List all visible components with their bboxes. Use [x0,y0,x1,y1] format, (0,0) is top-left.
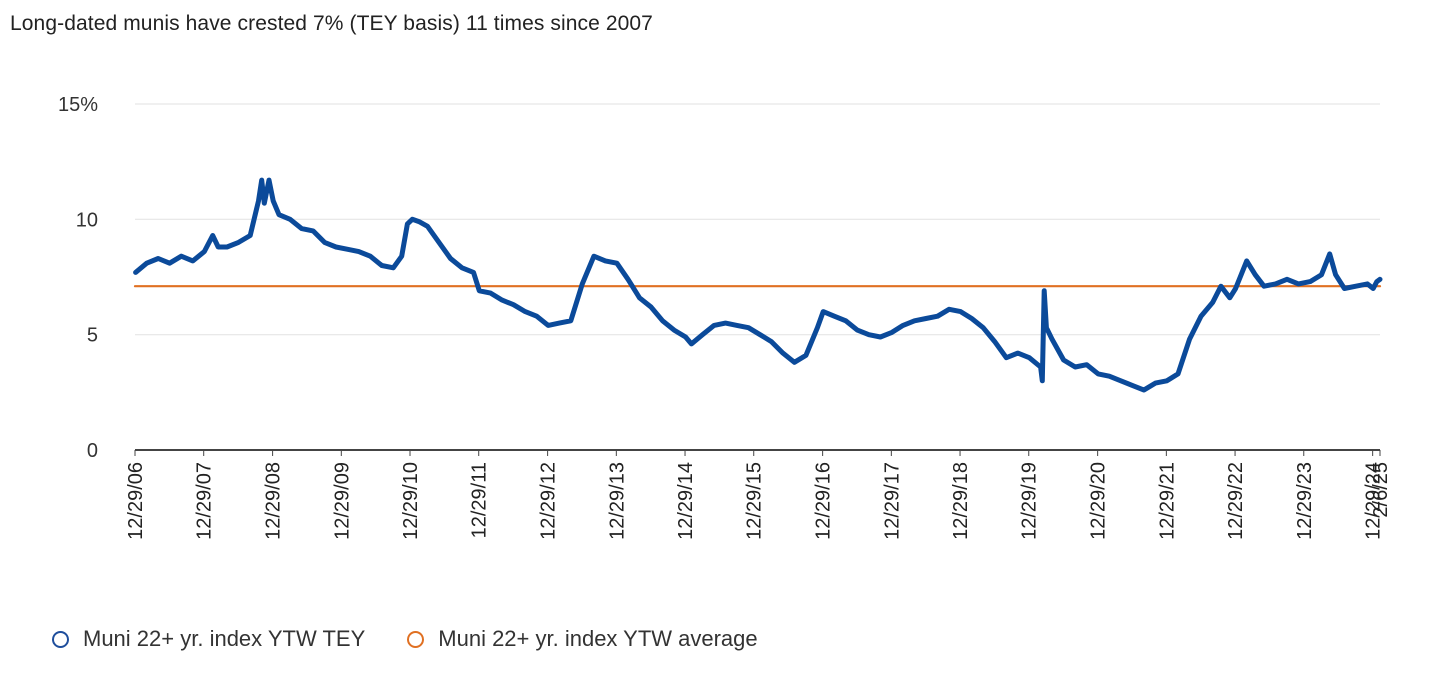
y-tick-label: 15% [58,94,98,116]
x-tick-label: 12/29/24 [1363,462,1385,540]
y-tick-label: 5 [87,325,98,347]
x-tick-label: 12/29/13 [606,462,628,540]
x-tick-label: 12/29/19 [1019,462,1041,540]
x-tick-label: 12/29/16 [813,462,835,540]
x-axis-ticks: 12/29/06 12/29/07 12/29/08 12/29/09 12/29/10… [125,450,1392,540]
x-tick-label: 12/29/15 [744,462,766,540]
x-tick-label: 12/29/17 [881,462,903,540]
chart-title: Long-dated munis have crested 7% (TEY ba… [10,12,653,35]
x-tick-label: 12/29/14 [675,462,697,540]
y-tick-label: 10 [76,209,98,231]
x-tick-label: 12/29/12 [538,462,560,540]
x-tick-label: 2/6/25 [1370,462,1392,518]
x-tick-label: 12/29/06 [125,462,147,540]
x-tick-label: 12/29/11 [469,462,491,538]
y-axis-ticks: 15% 10 5 0 [58,94,98,462]
legend-item-tey: Muni 22+ yr. index YTW TEY [52,626,365,652]
x-tick-label: 12/29/08 [263,462,285,540]
x-tick-label: 12/29/09 [331,462,353,540]
legend-label-average: Muni 22+ yr. index YTW average [438,626,758,651]
series-layer [133,177,1383,393]
legend: Muni 22+ yr. index YTW TEY Muni 22+ yr. … [52,626,800,652]
series-line-tey [133,177,1383,393]
x-tick-label: 12/29/23 [1294,462,1316,540]
legend-item-average: Muni 22+ yr. index YTW average [407,626,758,652]
x-tick-label: 12/29/20 [1088,462,1110,540]
x-tick-label: 12/29/10 [400,462,422,540]
y-tick-label: 0 [87,440,98,462]
legend-marker-average [407,630,425,648]
x-tick-label: 12/29/22 [1225,462,1247,540]
legend-label-tey: Muni 22+ yr. index YTW TEY [83,626,366,651]
x-tick-label: 12/29/07 [194,462,216,540]
legend-marker-tey [52,630,69,648]
x-tick-label: 12/29/21 [1156,462,1178,540]
gridlines [135,103,1380,336]
x-tick-label: 12/29/18 [950,462,972,540]
